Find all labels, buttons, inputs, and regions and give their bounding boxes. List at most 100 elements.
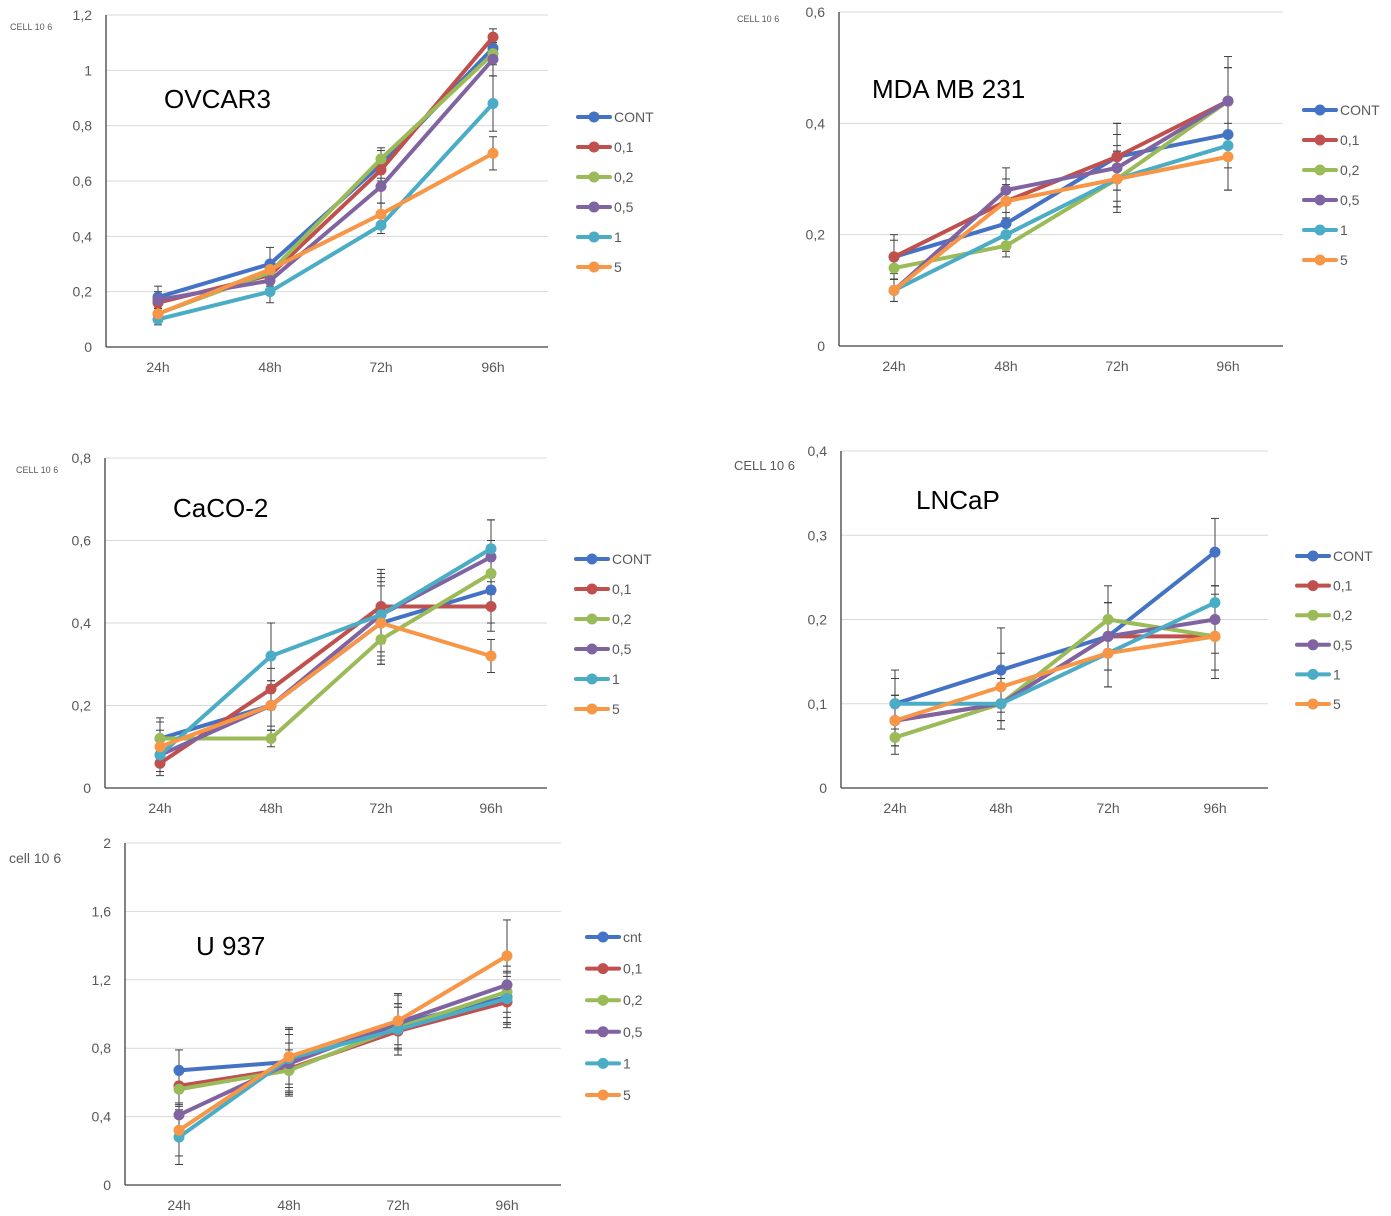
series-line <box>156 35 495 305</box>
data-point <box>1209 614 1221 625</box>
data-point <box>1000 195 1012 207</box>
chart-title: U 937 <box>196 931 265 961</box>
x-tick-label: 96h <box>1216 358 1239 374</box>
legend-marker <box>588 141 600 153</box>
y-tick-label: 0,4 <box>73 228 93 244</box>
data-point <box>501 979 513 991</box>
data-point <box>173 1064 185 1076</box>
series-line <box>158 621 493 749</box>
legend-marker <box>597 1057 609 1069</box>
y-tick-label: 2 <box>103 835 111 851</box>
data-point <box>1102 647 1114 659</box>
data-point <box>1000 240 1012 252</box>
y-tick-label: 1,2 <box>73 7 93 23</box>
series-line <box>158 555 493 757</box>
legend-marker <box>588 111 600 123</box>
chart-title: CaCO-2 <box>173 493 268 523</box>
chart-title: OVCAR3 <box>164 84 271 114</box>
data-point <box>375 219 387 231</box>
legend-label: 0,5 <box>1340 192 1360 208</box>
data-point <box>995 664 1007 676</box>
series-line <box>156 151 495 316</box>
chart-title: LNCaP <box>916 485 1000 515</box>
data-point <box>501 950 513 962</box>
y-unit-label: cell 10 6 <box>9 850 61 866</box>
legend-label: 0,5 <box>623 1024 643 1040</box>
chart-caco-2: 0 0,2 0,4 0,6 0,8 24h 48h 72h 96h CELL 10 6 CaCO-2… <box>16 450 652 816</box>
series-line <box>158 571 493 741</box>
data-point <box>375 181 387 193</box>
x-tick-label: 48h <box>994 358 1017 374</box>
legend-marker <box>586 553 598 565</box>
data-point <box>485 650 497 662</box>
x-tick-label: 48h <box>258 359 281 375</box>
data-point <box>392 1023 404 1035</box>
data-point <box>1102 630 1114 642</box>
data-point <box>1102 614 1114 625</box>
data-point <box>375 634 387 645</box>
legend-label: 0,5 <box>1333 637 1353 653</box>
x-tick-label: 96h <box>495 1197 518 1213</box>
legend-marker <box>1314 134 1326 146</box>
y-tick-label: 1,6 <box>92 903 112 919</box>
x-tick-label: 72h <box>1096 800 1119 816</box>
y-tick-label: 0,4 <box>92 1109 112 1125</box>
data-point <box>1000 184 1012 196</box>
data-point <box>485 551 497 563</box>
y-unit-label: CELL 10 6 <box>16 465 58 475</box>
legend-label: cnt <box>623 929 642 945</box>
legend-marker <box>1307 580 1319 592</box>
data-point <box>487 147 499 159</box>
data-point <box>889 698 901 710</box>
data-point <box>485 601 497 612</box>
legend-marker <box>1314 224 1326 236</box>
y-tick-label: 0,8 <box>92 1040 112 1056</box>
series-line <box>892 99 1230 293</box>
y-tick-label: 0 <box>84 339 92 355</box>
data-point <box>1111 173 1123 185</box>
legend-label: 5 <box>623 1087 631 1103</box>
x-tick-label: 48h <box>259 800 282 816</box>
legend-label: 0,5 <box>614 199 634 215</box>
legend-marker <box>1314 164 1326 176</box>
series-line <box>158 546 493 757</box>
y-tick-label: 0 <box>103 1177 111 1193</box>
data-point <box>1000 218 1012 230</box>
data-point <box>375 601 387 612</box>
y-tick-label: 0 <box>817 338 825 354</box>
chart-lncap: 0 0,1 0,2 0,3 0,4 24h 48h 72h 96h CELL 10 6 LNCaP C… <box>734 443 1373 816</box>
data-point <box>392 1015 404 1027</box>
legend-marker <box>597 931 609 943</box>
data-point <box>1209 546 1221 558</box>
data-point <box>888 251 900 263</box>
y-tick-label: 0,2 <box>72 698 92 714</box>
x-tick-label: 24h <box>882 358 905 374</box>
y-tick-label: 0,6 <box>72 533 92 549</box>
x-tick-label: 24h <box>148 800 171 816</box>
data-point <box>487 98 499 110</box>
y-tick-label: 0,8 <box>72 450 92 466</box>
legend-label: 0,2 <box>614 169 634 185</box>
legend-label: 5 <box>1340 252 1348 268</box>
data-point <box>283 1051 295 1063</box>
data-point <box>1222 140 1234 152</box>
y-tick-label: 0,1 <box>808 696 828 712</box>
data-point <box>264 264 276 276</box>
y-tick-label: 0,8 <box>73 118 93 134</box>
data-point <box>265 733 277 744</box>
y-tick-label: 0 <box>819 780 827 796</box>
legend-marker <box>1307 639 1319 651</box>
legend-label: 0,2 <box>612 611 632 627</box>
legend-label: 1 <box>614 229 622 245</box>
data-point <box>375 164 387 176</box>
x-tick-label: 96h <box>479 800 502 816</box>
legend-marker <box>597 1089 609 1101</box>
data-point <box>1111 162 1123 174</box>
x-tick-label: 72h <box>386 1197 409 1213</box>
series-line <box>893 550 1217 706</box>
legend-label: 0,2 <box>623 992 643 1008</box>
y-unit-label: CELL 10 6 <box>734 458 795 473</box>
legend-marker <box>588 171 600 183</box>
legend-marker <box>588 261 600 273</box>
x-tick-label: 96h <box>481 359 504 375</box>
